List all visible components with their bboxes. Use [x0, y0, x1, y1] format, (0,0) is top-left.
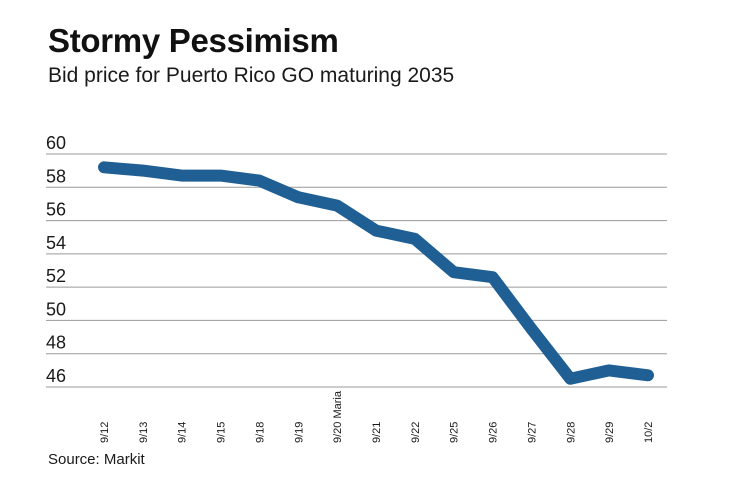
x-tick-label: 9/27 — [526, 422, 538, 443]
x-tick-label: 9/21 — [371, 422, 383, 443]
x-tick-label: 9/22 — [410, 422, 422, 443]
y-tick-label: 48 — [46, 333, 66, 353]
y-tick-label: 50 — [46, 299, 66, 319]
y-tick-label: 58 — [46, 166, 66, 186]
x-tick-label: 9/29 — [604, 422, 616, 443]
chart-source: Source: Markit — [48, 451, 145, 468]
data-point — [336, 205, 338, 207]
data-point — [569, 378, 571, 380]
data-point — [220, 175, 222, 177]
y-tick-label: 52 — [46, 266, 66, 286]
x-tick-label: 9/19 — [293, 422, 305, 443]
data-point — [142, 170, 144, 172]
data-point — [608, 369, 610, 371]
data-point — [103, 166, 105, 168]
data-point — [492, 276, 494, 278]
data-point — [647, 374, 649, 376]
x-tick-label: 9/28 — [565, 422, 577, 443]
data-point — [297, 196, 299, 198]
x-tick-label: 9/18 — [254, 422, 266, 443]
y-tick-label: 56 — [46, 200, 66, 220]
data-point — [530, 328, 532, 330]
y-tick-label: 54 — [46, 233, 66, 253]
data-point — [258, 180, 260, 182]
data-point — [414, 238, 416, 240]
x-tick-label: 10/2 — [643, 422, 655, 443]
chart-title: Stormy Pessimism — [48, 22, 339, 59]
x-tick-label: 9/25 — [449, 422, 461, 443]
x-tick-label: 9/20 Maria — [332, 390, 344, 443]
x-tick-label: 9/26 — [488, 422, 500, 443]
x-tick-label: 9/13 — [138, 422, 150, 443]
x-tick-label: 9/14 — [177, 422, 189, 443]
y-tick-label: 46 — [46, 366, 66, 386]
series-line-0 — [98, 161, 654, 385]
x-tick-label: 9/12 — [99, 422, 111, 443]
data-point — [181, 175, 183, 177]
chart-subtitle: Bid price for Puerto Rico GO maturing 20… — [48, 64, 455, 87]
x-tick-label: 9/15 — [216, 422, 228, 443]
data-point — [453, 271, 455, 273]
data-point — [375, 230, 377, 232]
y-tick-label: 60 — [46, 133, 66, 153]
